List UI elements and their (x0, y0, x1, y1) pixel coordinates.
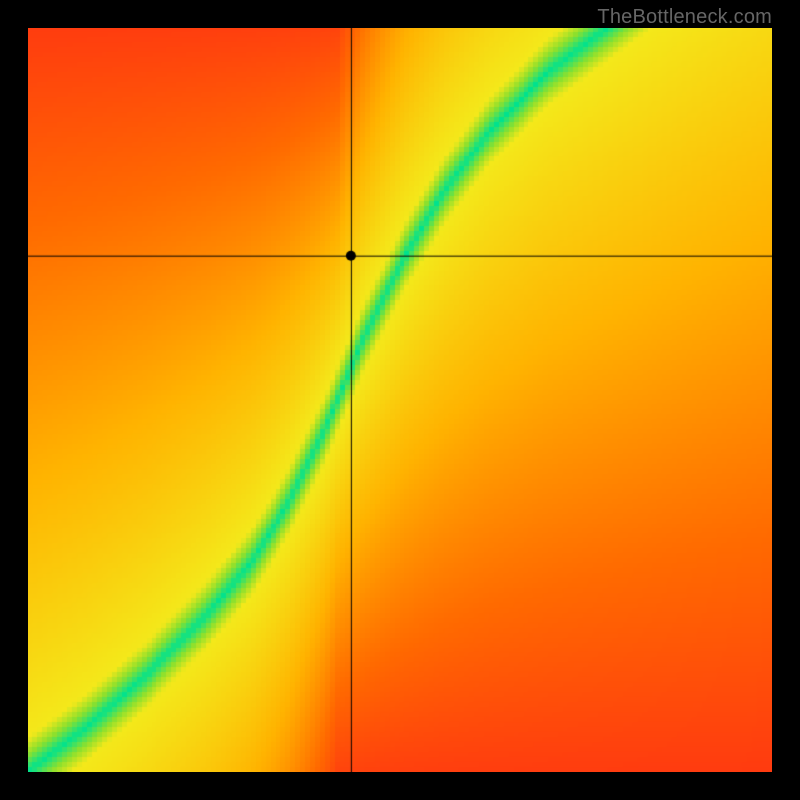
chart-container: TheBottleneck.com (0, 0, 800, 800)
heatmap-plot (28, 28, 772, 772)
heatmap-canvas (28, 28, 772, 772)
watermark-text: TheBottleneck.com (597, 6, 772, 29)
